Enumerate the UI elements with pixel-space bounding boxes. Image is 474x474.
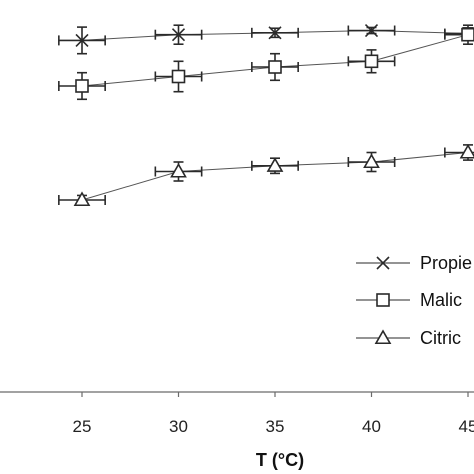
legend-label: Propie xyxy=(420,253,472,273)
data-point xyxy=(363,153,380,169)
data-point xyxy=(266,157,284,172)
x-tick-label: 40 xyxy=(362,417,381,436)
series-propie xyxy=(58,23,474,55)
data-point xyxy=(75,33,89,47)
x-tick-label: 30 xyxy=(169,417,188,436)
plot-area xyxy=(58,23,474,207)
data-point xyxy=(171,69,186,84)
data-point xyxy=(461,27,474,42)
legend-item-malic: Malic xyxy=(356,290,462,310)
legend-marker xyxy=(374,329,392,345)
data-point xyxy=(170,162,187,178)
data-point xyxy=(459,143,474,159)
data-point xyxy=(268,60,282,74)
data-point xyxy=(364,23,379,38)
x-axis-title: T (°C) xyxy=(256,450,304,470)
legend-marker xyxy=(376,256,390,270)
series-citric xyxy=(58,143,474,207)
data-point xyxy=(75,79,89,93)
legend-label: Citric xyxy=(420,328,461,348)
legend-label: Malic xyxy=(420,290,462,310)
error-bar xyxy=(58,26,106,55)
series-malic xyxy=(58,24,474,101)
x-tick-label: 25 xyxy=(73,417,92,436)
data-point xyxy=(73,191,91,207)
data-point xyxy=(364,54,379,69)
x-tick-label: 45 xyxy=(459,417,474,436)
legend-marker xyxy=(376,293,390,307)
legend: Propie Malic Citric xyxy=(356,253,472,348)
legend-item-propie: Propie xyxy=(356,253,472,273)
data-point xyxy=(268,26,282,40)
legend-item-citric: Citric xyxy=(356,328,461,348)
x-axis: 25 30 35 40 45 xyxy=(0,391,474,436)
x-tick-label: 35 xyxy=(266,417,285,436)
data-point xyxy=(171,28,186,42)
